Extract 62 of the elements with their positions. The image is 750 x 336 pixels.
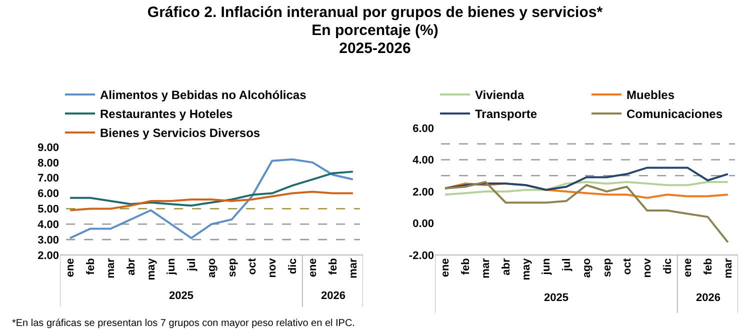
x-tick-label: dic [662,258,674,274]
text: 2025 [169,290,194,302]
x-tick-label: feb [84,258,97,275]
y-tick-label: 2.00 [38,250,59,262]
line-series [69,170,354,207]
y-tick-label: 4.00 [38,218,59,231]
line-series [69,158,354,240]
x-tick-label: ago [206,258,218,278]
line-series [69,190,354,212]
y-tick-label: 6.00 [412,122,434,135]
x-tick-label: jul [186,258,198,272]
legend-label: Alimentos y Bebidas no Alcohólicas [100,88,307,102]
x-tick-label: dic [286,258,299,274]
legend-label: Vivienda [475,88,524,102]
y-tick-label: 9.00 [38,142,59,154]
text: 2026 [321,290,346,302]
x-tick-label: oct [621,258,634,275]
x-tick-label: ene [64,258,77,278]
legend-label: Muebles [626,88,675,102]
x-tick-label: abr [125,257,138,276]
y-tick-label: 4.00 [412,154,434,167]
x-tick-label: may [520,257,532,280]
x-tick-label: nov [266,257,279,278]
x-tick-label: jun [540,258,553,276]
text: 2025 [544,292,568,304]
x-tick-label: feb [702,258,714,275]
line-series [444,166,729,191]
line-series [444,180,729,196]
x-tick-label: feb [460,258,472,275]
x-tick-label: may [145,257,158,280]
x-tick-label: oct [246,258,258,275]
y-tick-label: 7.00 [38,172,59,185]
x-tick-label: mar [722,257,734,278]
legend-label: Bienes y Servicios Diversos [100,126,260,140]
x-tick-label: ene [682,258,694,278]
x-tick-label: jul [560,258,573,272]
x-tick-label: mar [480,257,492,278]
x-tick-label: ene [440,258,452,278]
y-tick-label: 6.00 [38,188,59,200]
x-tick-label: abr [500,257,512,276]
y-tick-label: 5.00 [38,204,59,216]
legend-label: Transporte [475,107,538,122]
legend-label: Restaurantes y Hoteles [100,107,234,122]
x-tick-label: jun [166,258,178,276]
y-tick-label: 3.00 [38,234,59,246]
x-tick-label: ago [581,258,594,278]
x-tick-label: sep [226,258,238,278]
x-tick-label: feb [327,258,340,275]
y-tick-label: -2.00 [408,250,434,262]
x-tick-label: nov [642,257,654,278]
text: 2026 [696,292,720,304]
x-tick-label: mar [347,257,360,278]
x-tick-label: ene [307,258,320,278]
y-tick-label: 8.00 [38,157,59,170]
y-tick-label: 2.00 [412,186,434,198]
x-tick-label: sep [601,258,614,278]
legend-label: Comunicaciones [626,107,723,122]
line-series [444,180,729,244]
y-tick-label: 0.00 [412,218,434,230]
chart-title: Gráfico 2. Inflación interanual por grupos de bienes y servicios* En porcentaje (%) 2025-2026 [146,4,604,58]
x-tick-label: mar [105,257,118,278]
text: *En las gráficas se presentan los 7 grupos con mayor peso relativo en el IPC. [12,318,355,329]
